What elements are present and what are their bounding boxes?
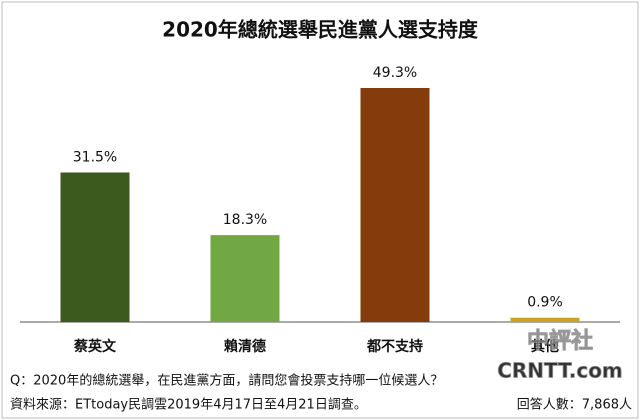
- x-tick-label: 蔡英文: [73, 338, 117, 355]
- footnote: 資料來源：ETtoday民調雲2019年4月17日至4月21日調查。: [10, 398, 367, 413]
- value-label: 49.3%: [373, 65, 417, 81]
- bar: [510, 317, 580, 322]
- watermark: CRNTT.com: [497, 359, 623, 383]
- footnote: Q：2020年的總統選舉，在民進黨方面，請問您會投票支持哪一位候選人？: [10, 373, 443, 389]
- value-label: 31.5%: [73, 149, 117, 165]
- x-tick-label: 賴清德: [224, 338, 266, 355]
- bar: [60, 172, 130, 322]
- x-tick-label: 都不支持: [366, 338, 423, 355]
- x-tick-label: 其他: [531, 338, 559, 355]
- chart-title: 2020年總統選舉民進黨人選支持度: [162, 18, 479, 42]
- bar: [210, 235, 280, 322]
- value-label: 0.9%: [527, 295, 563, 311]
- watermark: 中評社: [527, 328, 593, 354]
- footnote: 回答人數：7,868人: [517, 397, 632, 413]
- value-label: 18.3%: [223, 212, 267, 228]
- bar: [360, 88, 430, 322]
